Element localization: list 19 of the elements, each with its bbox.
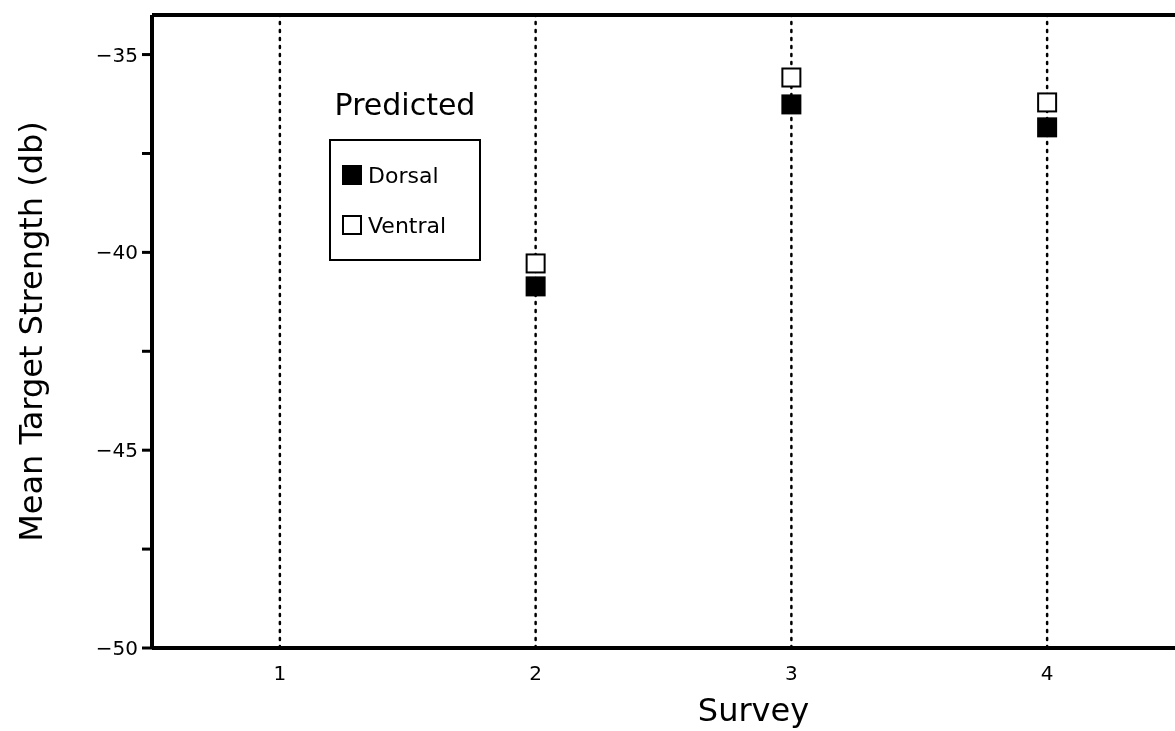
x-tick-label: 3 [785, 661, 798, 685]
x-axis-title: Survey [697, 691, 810, 729]
point [781, 94, 802, 115]
point [1037, 92, 1058, 113]
legend-title: Predicted [334, 87, 476, 122]
y-tick-label: −50 [95, 636, 138, 660]
y-tick-label: −40 [95, 240, 138, 265]
legend-label: Dorsal [368, 162, 439, 188]
y-tick-label: −35 [95, 42, 138, 67]
x-tick-label: 2 [529, 661, 542, 685]
x-tick-label: 1 [273, 661, 287, 685]
y-axis-title: Mean Target Strength (db) [12, 121, 50, 542]
x-tick-label: 4 [1040, 661, 1054, 685]
point [1037, 117, 1058, 138]
point [525, 253, 546, 274]
y-tick-label: −45 [95, 438, 138, 463]
point [781, 67, 802, 88]
legend-label: Ventral [368, 212, 447, 238]
point [525, 276, 546, 297]
